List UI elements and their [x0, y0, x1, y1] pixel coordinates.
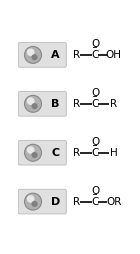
Text: R: R: [73, 148, 80, 158]
Text: OR: OR: [106, 197, 121, 207]
Circle shape: [24, 46, 42, 64]
Text: R: R: [73, 99, 80, 109]
Circle shape: [27, 97, 35, 105]
Circle shape: [32, 54, 38, 60]
Circle shape: [24, 144, 42, 161]
Circle shape: [27, 48, 35, 56]
FancyBboxPatch shape: [18, 140, 66, 165]
Text: C: C: [51, 148, 59, 158]
Circle shape: [27, 195, 35, 203]
Text: C: C: [91, 99, 99, 109]
Circle shape: [32, 152, 38, 158]
Text: O: O: [91, 39, 99, 49]
Text: R: R: [73, 197, 80, 207]
Text: O: O: [91, 137, 99, 147]
Text: O: O: [91, 186, 99, 196]
Text: B: B: [51, 99, 60, 109]
Circle shape: [24, 193, 42, 210]
Text: O: O: [91, 88, 99, 98]
FancyBboxPatch shape: [18, 43, 66, 67]
Text: C: C: [91, 50, 99, 60]
Text: OH: OH: [106, 50, 122, 60]
Circle shape: [32, 103, 38, 109]
Text: C: C: [91, 148, 99, 158]
Text: R: R: [73, 50, 80, 60]
Circle shape: [27, 146, 35, 154]
Text: D: D: [51, 197, 60, 207]
Circle shape: [24, 95, 42, 112]
FancyBboxPatch shape: [18, 91, 66, 116]
Text: R: R: [110, 99, 117, 109]
Text: A: A: [51, 50, 60, 60]
Text: C: C: [91, 197, 99, 207]
Circle shape: [32, 201, 38, 207]
Text: H: H: [110, 148, 117, 158]
FancyBboxPatch shape: [18, 189, 66, 214]
